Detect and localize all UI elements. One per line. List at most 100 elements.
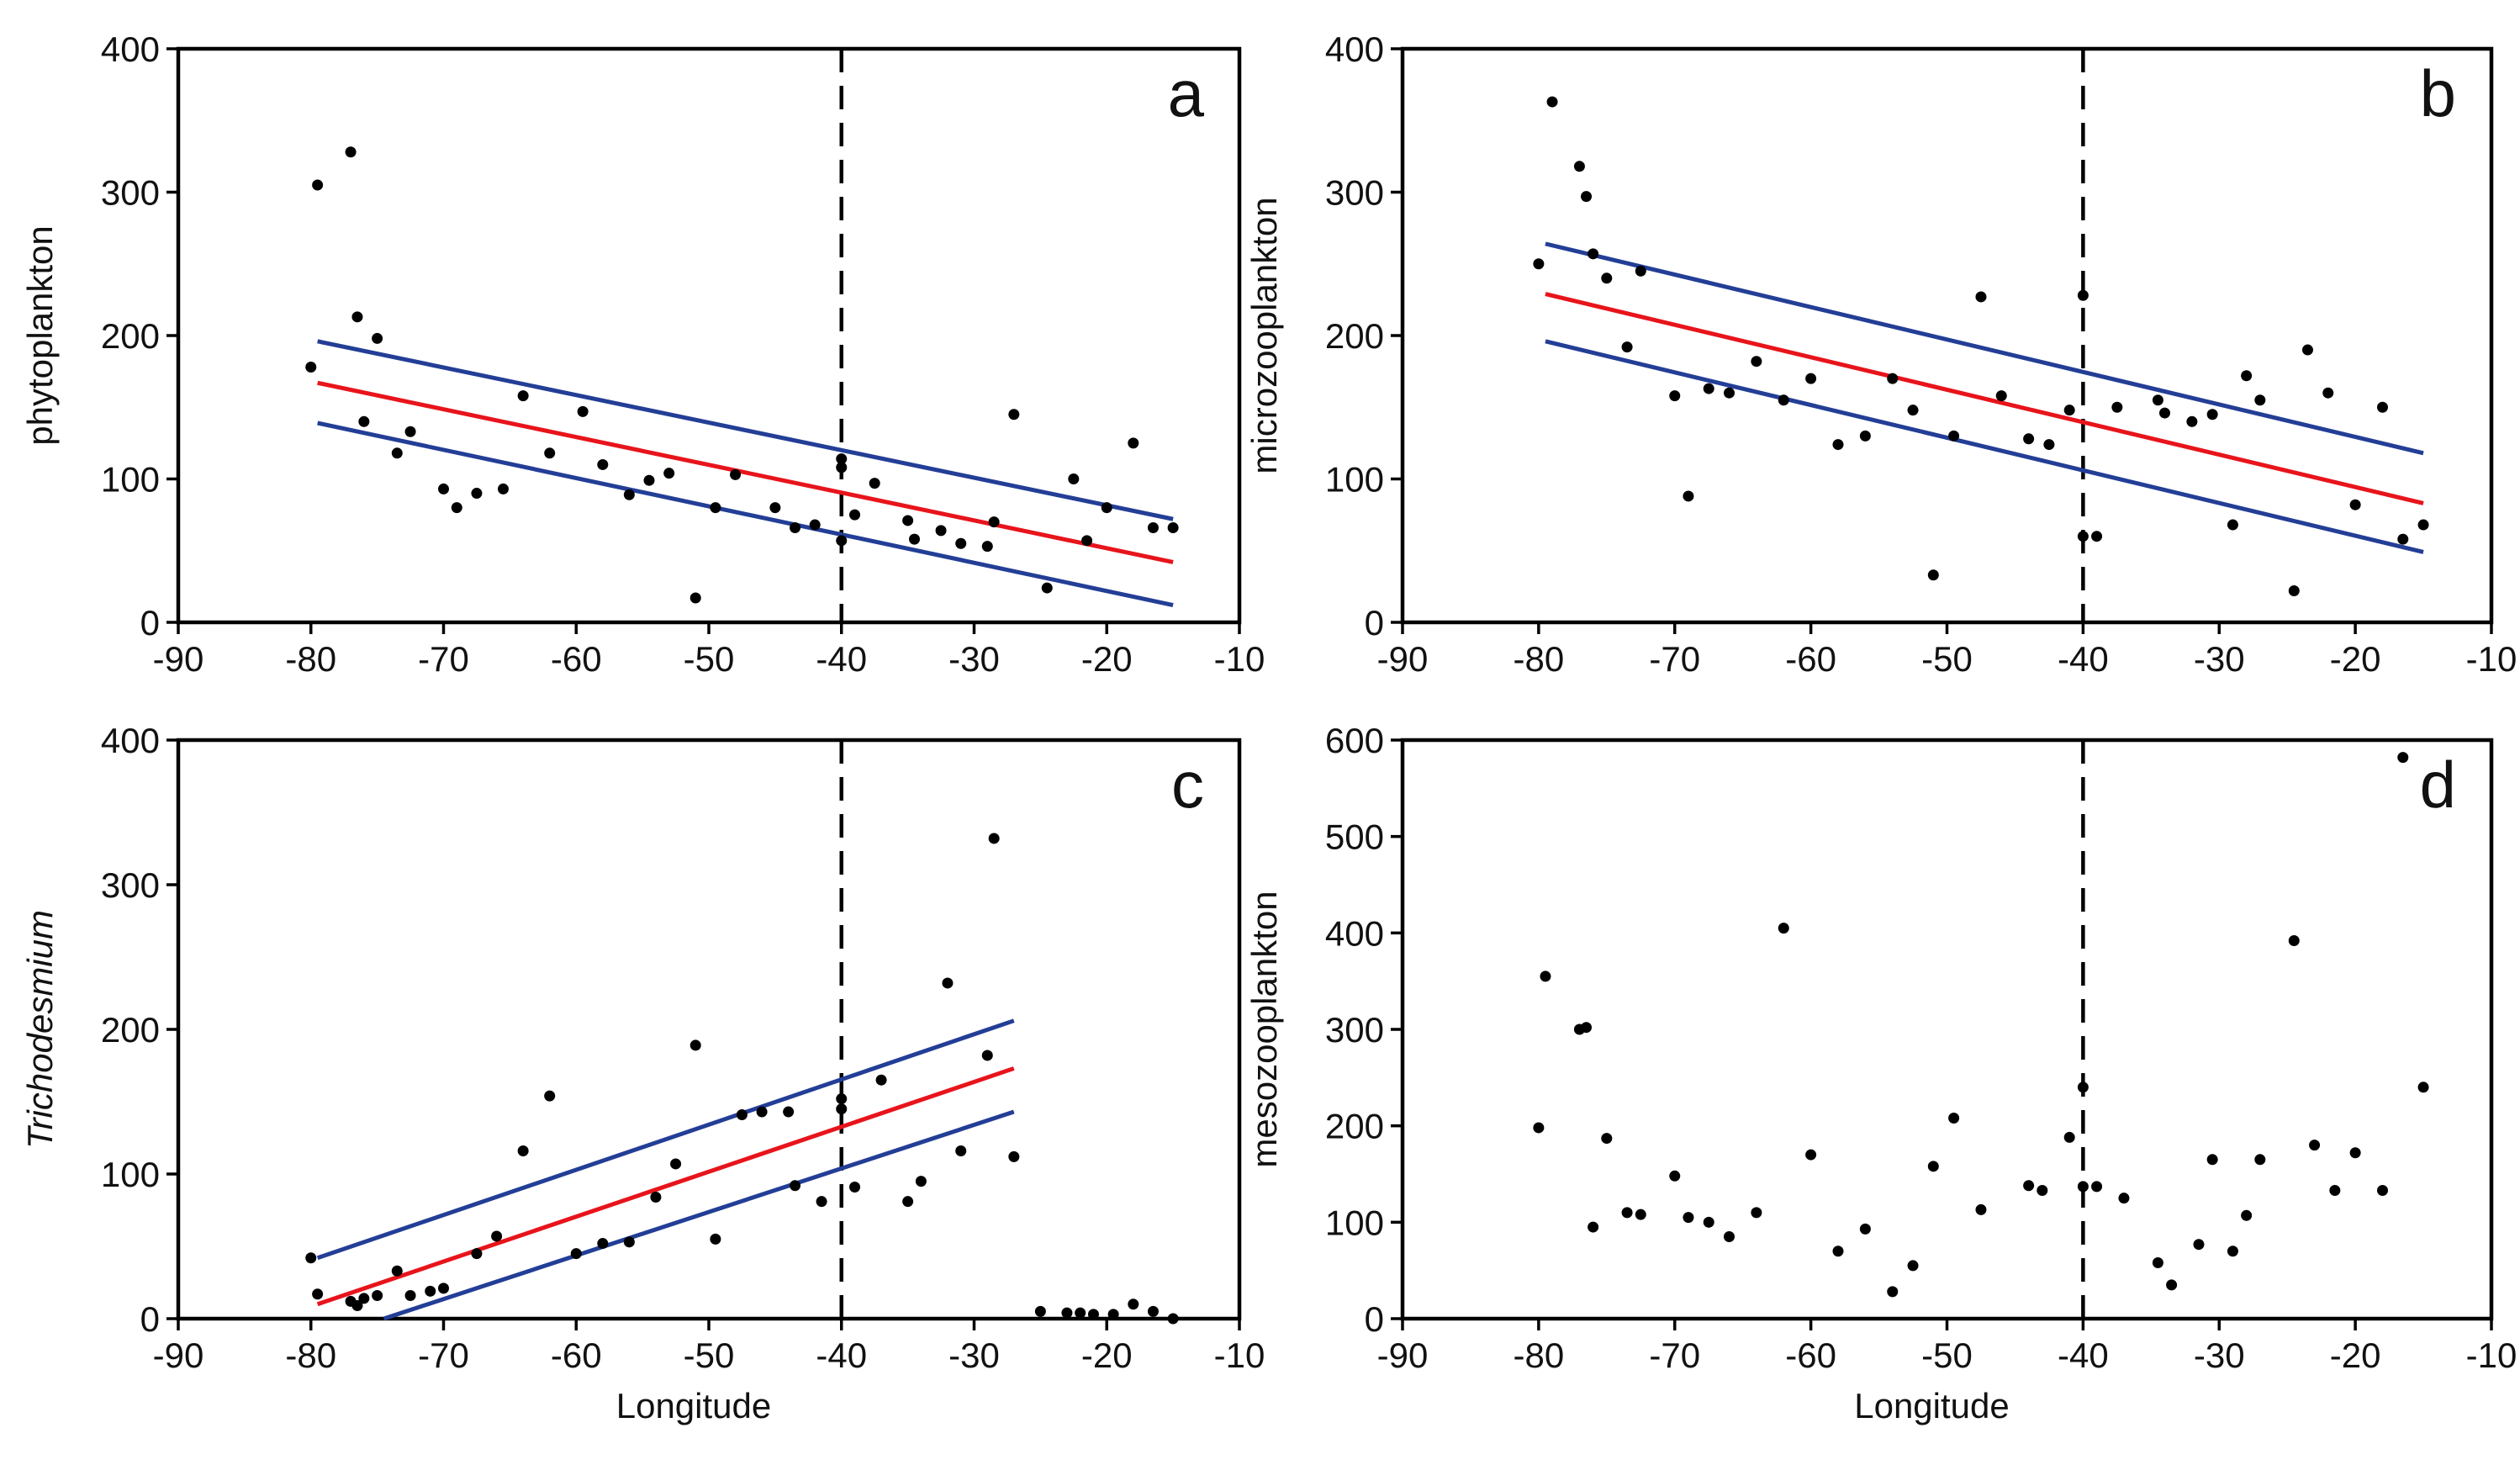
data-point — [1621, 1207, 1633, 1219]
x-tick-label: -30 — [2194, 1335, 2245, 1375]
y-tick-label: 300 — [101, 173, 160, 213]
plot-frame — [176, 738, 1242, 1321]
data-point — [955, 537, 967, 549]
panel-label: b — [2420, 56, 2456, 130]
y-tick-label: 300 — [1325, 173, 1384, 213]
data-point — [2037, 1184, 2048, 1196]
x-tick-label: -80 — [285, 1335, 336, 1375]
ci-lower-line — [317, 420, 1174, 607]
data-point — [2091, 531, 2103, 542]
x-tick-label: -40 — [2058, 1335, 2109, 1375]
data-point — [2288, 935, 2300, 947]
data-point — [2227, 519, 2238, 531]
x-tick-label: -10 — [2466, 1335, 2517, 1375]
data-point — [2227, 1246, 2238, 1257]
data-point — [1635, 1208, 1646, 1220]
x-tick-label: -20 — [1081, 639, 1133, 679]
data-point — [491, 1230, 503, 1242]
data-point — [1101, 502, 1112, 514]
data-point — [710, 1233, 721, 1245]
data-point — [836, 462, 848, 473]
data-point — [1832, 439, 1844, 451]
data-point — [305, 1252, 317, 1264]
data-point — [451, 502, 462, 514]
y-tick-label: 0 — [1365, 1299, 1384, 1339]
data-point — [730, 468, 742, 480]
data-point — [2254, 1154, 2266, 1166]
y-tick-label: 400 — [1325, 913, 1384, 953]
data-point — [1751, 1207, 1762, 1219]
x-tick-label: -60 — [1785, 639, 1836, 679]
x-tick-label: -80 — [285, 639, 336, 679]
ci-lower-line — [1545, 339, 2424, 554]
y-tick-label: 100 — [101, 460, 160, 500]
data-point — [1061, 1307, 1073, 1319]
data-point — [710, 502, 721, 514]
data-point — [1081, 535, 1093, 547]
data-point — [1948, 430, 1960, 442]
data-point — [358, 1293, 370, 1304]
data-point — [305, 362, 317, 373]
y-tick-label: 400 — [101, 721, 160, 760]
data-point — [570, 1248, 582, 1260]
panel-label: a — [1168, 56, 1205, 130]
x-axis-title: Longitude — [616, 1386, 772, 1425]
data-point — [1703, 383, 1714, 394]
data-point — [849, 1181, 861, 1193]
x-tick-label: -40 — [2058, 639, 2109, 679]
data-point — [2241, 370, 2253, 382]
data-point — [736, 1108, 748, 1120]
data-point — [2241, 1209, 2253, 1221]
data-point — [2152, 394, 2163, 406]
data-point — [1546, 96, 1558, 108]
y-tick-label: 300 — [101, 865, 160, 905]
x-tick-label: -50 — [684, 639, 735, 679]
data-point — [1167, 1313, 1179, 1325]
data-point — [836, 535, 848, 547]
data-point — [1533, 258, 1545, 270]
y-tick-label: 200 — [1325, 316, 1384, 356]
data-point — [988, 833, 1000, 844]
data-point — [1635, 265, 1646, 277]
x-tick-label: -60 — [551, 1335, 602, 1375]
data-point — [643, 474, 655, 486]
data-point — [670, 1158, 682, 1170]
data-point — [2309, 1140, 2321, 1151]
data-point — [1034, 1305, 1046, 1317]
data-point — [2193, 1239, 2205, 1251]
y-axis-title: microzooplankton — [1244, 197, 1284, 473]
data-point — [471, 488, 483, 500]
data-point — [2397, 752, 2409, 764]
data-point — [1683, 1212, 1694, 1224]
plot-frame — [1400, 738, 2494, 1321]
data-point — [1859, 1223, 1871, 1235]
data-point — [597, 458, 609, 470]
x-tick-label: -30 — [948, 1335, 1000, 1375]
data-point — [312, 1288, 324, 1300]
data-point — [358, 415, 370, 427]
data-point — [1068, 473, 1080, 484]
data-point — [517, 1145, 529, 1156]
data-point — [2159, 407, 2170, 419]
panel-b: -90 -80 -70 -60 -50 -40 -30 -20 -10 0 100 200 300 400… — [1244, 29, 2517, 679]
y-tick-label: 400 — [1325, 29, 1384, 69]
x-tick-label: -70 — [1649, 1335, 1700, 1375]
data-point — [663, 468, 675, 479]
fit-line — [1545, 292, 2424, 505]
fit-line — [316, 1066, 1015, 1307]
y-tick-label: 100 — [1325, 1203, 1384, 1242]
data-point — [836, 1093, 848, 1105]
data-point — [1147, 1305, 1159, 1317]
data-point — [756, 1106, 768, 1118]
data-point — [2063, 1131, 2075, 1143]
data-point — [1621, 341, 1633, 353]
data-point — [1087, 1309, 1099, 1320]
y-axis-title: Trichodesmium — [20, 910, 60, 1149]
y-tick-label: 100 — [101, 1155, 160, 1194]
data-point — [902, 1196, 914, 1208]
data-point — [2417, 519, 2429, 531]
data-point — [1778, 923, 1789, 934]
x-tick-label: -30 — [2194, 639, 2245, 679]
data-point — [2206, 409, 2218, 420]
